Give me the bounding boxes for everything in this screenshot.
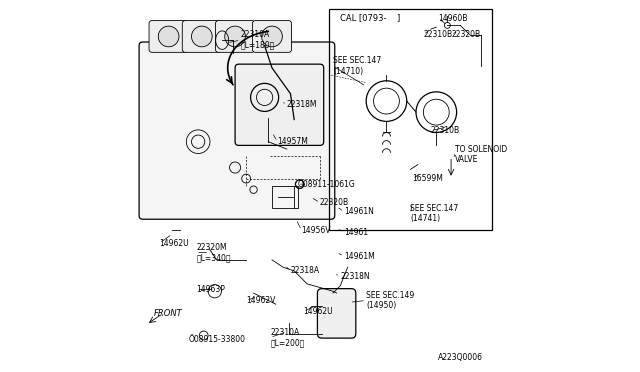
Bar xyxy=(329,9,492,230)
Text: 14962V: 14962V xyxy=(246,296,276,305)
Text: 16599M: 16599M xyxy=(412,174,443,183)
Text: 22320B: 22320B xyxy=(451,30,480,39)
Text: 22320M
〈L=340〉: 22320M 〈L=340〉 xyxy=(196,243,231,262)
Text: SEE SEC.147
(14710): SEE SEC.147 (14710) xyxy=(333,56,381,76)
FancyBboxPatch shape xyxy=(216,20,255,52)
Circle shape xyxy=(262,26,282,47)
Text: 14956V: 14956V xyxy=(301,226,331,235)
Circle shape xyxy=(158,26,179,47)
Text: 14962U: 14962U xyxy=(159,239,189,248)
FancyBboxPatch shape xyxy=(317,289,356,338)
Text: 22310B: 22310B xyxy=(431,126,460,135)
Text: 22318M: 22318M xyxy=(287,100,317,109)
Text: TO SOLENOID
VALVE: TO SOLENOID VALVE xyxy=(455,145,507,164)
Text: 22318A: 22318A xyxy=(291,266,319,275)
FancyBboxPatch shape xyxy=(235,64,324,145)
Text: Ö08915-33800: Ö08915-33800 xyxy=(189,335,246,344)
Circle shape xyxy=(225,26,245,47)
Text: 14961N: 14961N xyxy=(344,207,374,217)
FancyBboxPatch shape xyxy=(139,42,335,219)
Text: CAL [0793-    ]: CAL [0793- ] xyxy=(340,13,401,22)
Text: Ö08911-1061G: Ö08911-1061G xyxy=(298,180,356,189)
Text: 14962U: 14962U xyxy=(303,307,333,316)
Text: 22310A
〈L=180〉: 22310A 〈L=180〉 xyxy=(241,31,275,50)
Text: 22310B: 22310B xyxy=(424,30,452,39)
Text: SEE SEC.149
(14950): SEE SEC.149 (14950) xyxy=(366,291,415,310)
Text: FRONT: FRONT xyxy=(154,309,182,318)
Text: 14963P: 14963P xyxy=(196,285,225,294)
Text: 22310A
〈L=200〉: 22310A 〈L=200〉 xyxy=(270,328,305,347)
Text: SEE SEC.147
(14741): SEE SEC.147 (14741) xyxy=(410,204,459,224)
FancyBboxPatch shape xyxy=(149,20,188,52)
Text: 14961: 14961 xyxy=(344,228,368,237)
Text: 22320B: 22320B xyxy=(320,198,349,207)
Text: 14957M: 14957M xyxy=(278,137,308,146)
Text: 14961M: 14961M xyxy=(344,251,375,261)
FancyBboxPatch shape xyxy=(252,20,292,52)
Text: A223Q0006: A223Q0006 xyxy=(438,353,483,362)
FancyBboxPatch shape xyxy=(182,20,221,52)
Text: 14960B: 14960B xyxy=(438,13,468,22)
Circle shape xyxy=(191,26,212,47)
Text: 22318N: 22318N xyxy=(340,272,370,281)
Bar xyxy=(272,186,298,208)
